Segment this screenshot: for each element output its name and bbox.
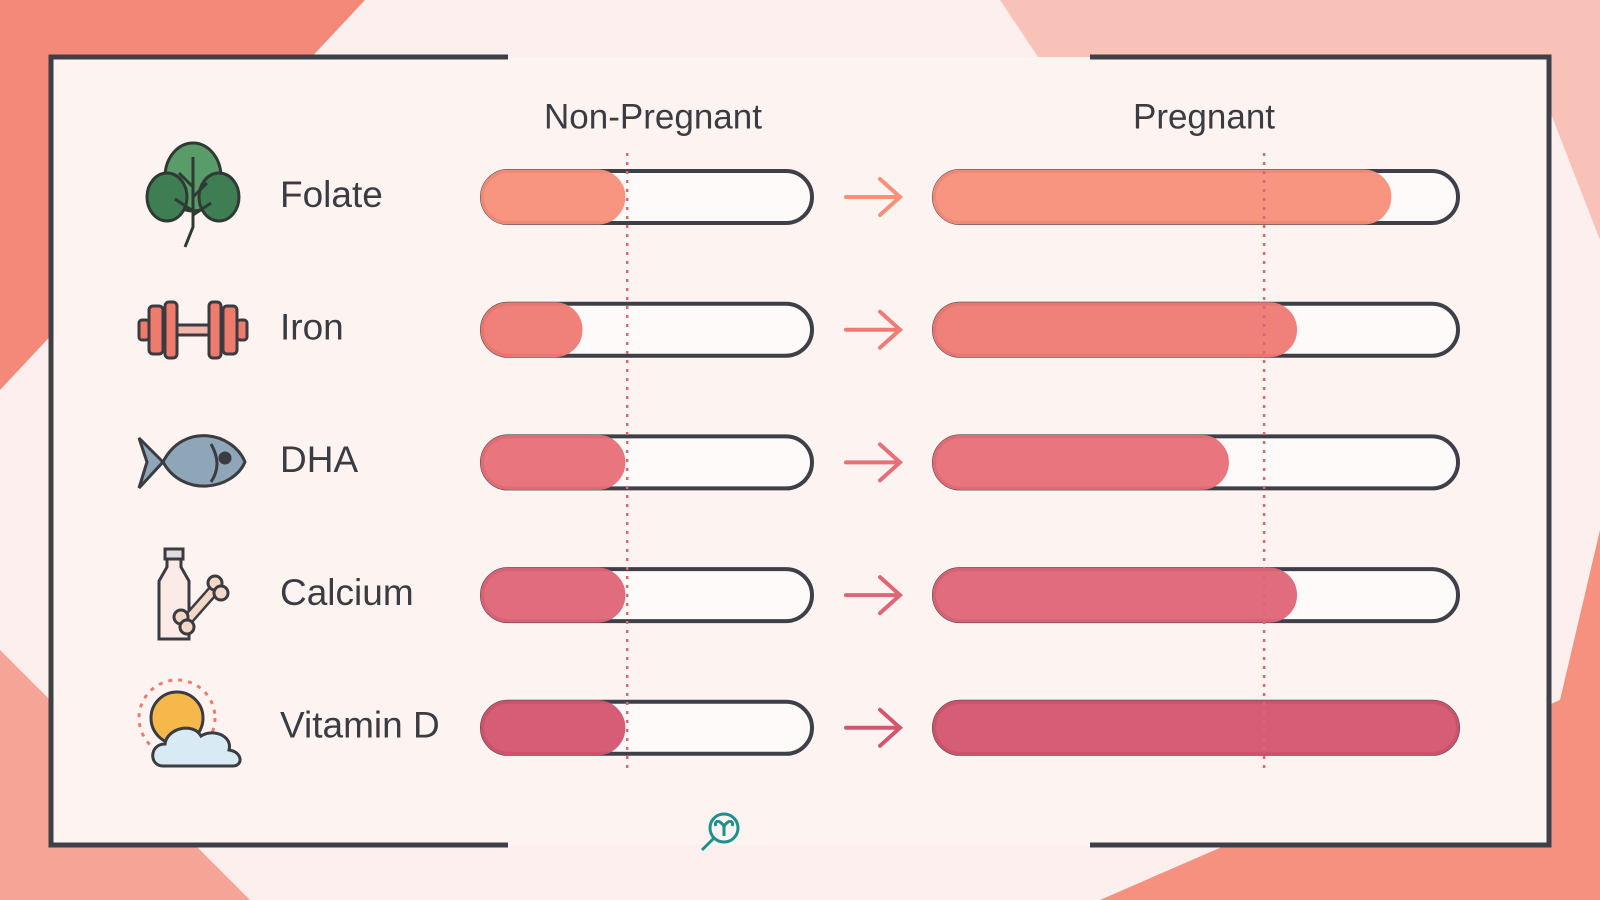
nutrient-label: Folate [280, 174, 383, 215]
icon-milk-bone [157, 547, 230, 641]
bar-fill [480, 700, 626, 756]
bar-fill [932, 302, 1298, 358]
arrow [844, 309, 903, 350]
brand-logo [700, 812, 740, 852]
icon-leaf [145, 141, 241, 248]
bar-fill [932, 700, 1460, 756]
arrow [844, 707, 903, 748]
icon-dumbbell [137, 300, 249, 360]
icon-sun-cloud [137, 678, 242, 768]
arrow [844, 575, 903, 616]
frame [48, 54, 1552, 848]
bar-fill [480, 169, 626, 225]
nutrient-label: DHA [280, 439, 358, 480]
nutrient-label: Calcium [280, 572, 414, 613]
icon-fish [137, 434, 247, 490]
bar-fill [932, 169, 1392, 225]
bar-fill [932, 434, 1229, 490]
nutrient-label: Vitamin D [280, 705, 440, 746]
plot: Non-Pregnant Pregnant Folate Iron DHA Calcium… [280, 97, 1460, 770]
nutrient-label: Iron [280, 306, 344, 347]
series-header: Non-Pregnant [544, 97, 762, 136]
arrow [844, 177, 903, 217]
bar-fill [480, 434, 626, 490]
series-header: Pregnant [1133, 97, 1275, 136]
bar-fill [480, 567, 626, 623]
bar-fill [480, 302, 583, 358]
bar-fill [932, 567, 1298, 623]
arrow [844, 442, 903, 483]
